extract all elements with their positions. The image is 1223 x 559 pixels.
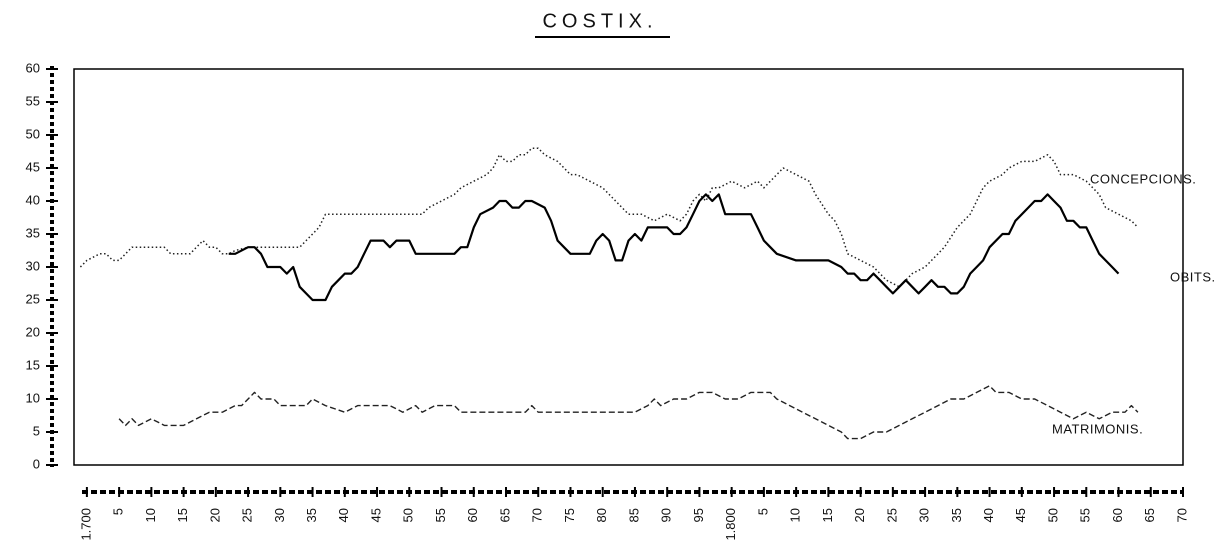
y-tick-label: 50 [26, 126, 40, 141]
x-tick-label: 15 [820, 508, 835, 522]
y-tick-label: 10 [26, 390, 40, 405]
x-tick-label: 75 [562, 508, 577, 522]
y-tick-label: 30 [26, 258, 40, 273]
x-tick-label: 10 [143, 508, 158, 522]
x-tick-label: 50 [1045, 508, 1060, 522]
x-tick-label: 65 [1142, 508, 1157, 522]
x-tick-label: 1.800 [723, 508, 738, 541]
y-tick-label: 55 [26, 93, 40, 108]
y-tick-label: 25 [26, 291, 40, 306]
y-tick-label: 35 [26, 225, 40, 240]
x-tick-label: 55 [1078, 508, 1093, 522]
chart-title: COSTIX. [542, 10, 657, 32]
x-tick-label: 70 [530, 508, 545, 522]
series-label: CONCEPCIONS. [1090, 171, 1196, 186]
x-tick-label: 15 [175, 508, 190, 522]
x-tick-label: 65 [497, 508, 512, 522]
x-tick-label: 95 [691, 508, 706, 522]
x-tick-label: 45 [368, 508, 383, 522]
plot-frame [73, 68, 1184, 466]
series-line [118, 385, 1139, 440]
y-tick-label: 0 [33, 456, 40, 471]
x-tick-label: 45 [1013, 508, 1028, 522]
y-tick-label: 40 [26, 192, 40, 207]
x-tick-label: 5 [111, 508, 126, 515]
y-tick-label: 60 [26, 60, 40, 75]
x-tick-label: 5 [755, 508, 770, 515]
x-tick-label: 35 [304, 508, 319, 522]
x-tick-label: 30 [917, 508, 932, 522]
x-tick-label: 55 [433, 508, 448, 522]
y-tick-label: 5 [33, 423, 40, 438]
x-tick-label: 40 [336, 508, 351, 522]
x-tick-label: 90 [659, 508, 674, 522]
y-tick-label: 45 [26, 159, 40, 174]
x-tick-label: 80 [594, 508, 609, 522]
series-label: MATRIMONIS. [1052, 421, 1143, 436]
series-label: OBITS. [1170, 269, 1216, 284]
x-tick-label: 85 [626, 508, 641, 522]
x-tick-label: 25 [884, 508, 899, 522]
x-tick-label: 20 [852, 508, 867, 522]
x-tick-label: 20 [207, 508, 222, 522]
x-tick-label: 1.700 [78, 508, 93, 541]
series-line [228, 193, 1120, 302]
y-tick-label: 20 [26, 324, 40, 339]
x-tick-label: 60 [465, 508, 480, 522]
x-tick-label: 60 [1110, 508, 1125, 522]
y-tick-label: 15 [26, 357, 40, 372]
x-tick-label: 30 [272, 508, 287, 522]
series-line [79, 147, 1139, 288]
x-tick-label: 40 [981, 508, 996, 522]
x-tick-label: 35 [949, 508, 964, 522]
x-tick-label: 50 [401, 508, 416, 522]
x-tick-label: 10 [788, 508, 803, 522]
x-tick-label: 70 [1174, 508, 1189, 522]
x-tick-label: 25 [240, 508, 255, 522]
